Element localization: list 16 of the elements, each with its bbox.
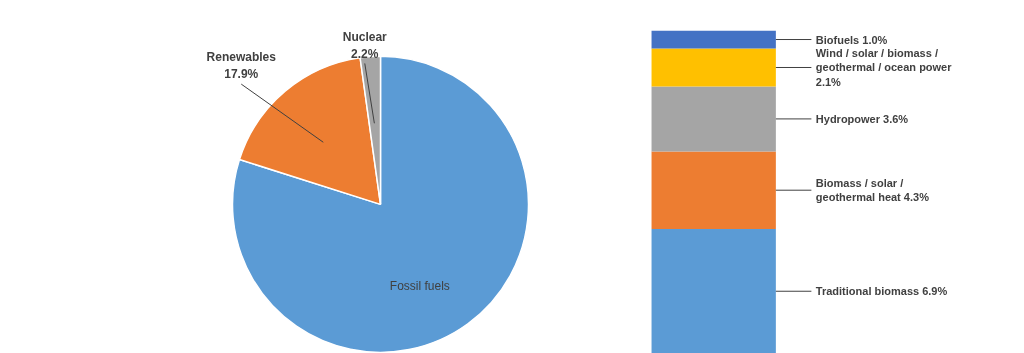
slice-label: Renewables bbox=[206, 50, 277, 65]
data-label: 2.1% bbox=[815, 75, 842, 88]
text: Biofuels 1.0% bbox=[815, 33, 888, 46]
bar bbox=[651, 30, 776, 49]
bar bbox=[651, 86, 776, 152]
text: Biomass / solar / geothermal heat 4.3% bbox=[815, 177, 929, 204]
text: Traditional biomass 6.9% bbox=[815, 285, 948, 298]
data-label: 2.2% bbox=[351, 46, 379, 61]
text: Hydropower 3.6% bbox=[815, 112, 909, 125]
bar bbox=[651, 48, 776, 87]
slice-label: Fossil fuels bbox=[389, 278, 450, 293]
data-label: 17.9% bbox=[224, 67, 259, 82]
slice-label: Nuclear bbox=[342, 29, 388, 44]
bar bbox=[651, 151, 776, 229]
bar bbox=[651, 228, 776, 353]
text: Wind / solar / biomass / geothermal / ocean power bbox=[815, 47, 953, 74]
